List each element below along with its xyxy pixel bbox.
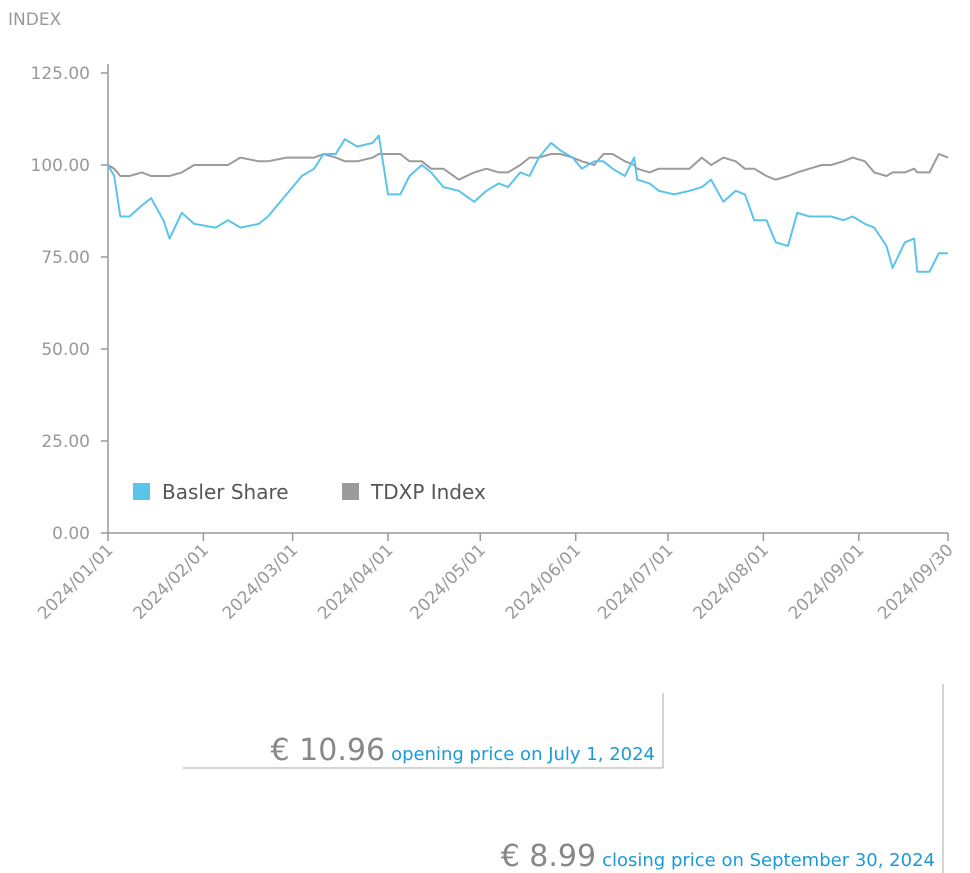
- y-tick-label: 50.00: [41, 340, 90, 360]
- legend-swatch: [133, 483, 150, 500]
- y-tick-label: 100.00: [31, 156, 90, 176]
- y-tick-label: 125.00: [31, 64, 90, 84]
- annotation: € 10.96 opening price on July 1, 2024: [271, 733, 655, 768]
- legend-label: Basler Share: [162, 480, 289, 504]
- x-tick-label: 2024/01/01: [34, 540, 117, 623]
- annotation-text: closing price on September 30, 2024: [602, 850, 935, 871]
- x-tick-label: 2024/09/01: [785, 540, 868, 623]
- x-tick-label: 2024/02/01: [129, 540, 212, 623]
- annotation: € 8.99 closing price on September 30, 202…: [501, 839, 935, 873]
- y-tick-label: 25.00: [41, 432, 90, 452]
- legend-label: TDXP Index: [370, 480, 486, 504]
- x-tick-label: 2024/08/01: [689, 540, 772, 623]
- x-tick-label: 2024/06/01: [502, 540, 585, 623]
- series-line: [107, 153, 949, 181]
- price: € 10.96: [271, 733, 386, 768]
- y-tick-label: 75.00: [41, 248, 90, 268]
- x-tick-label: 2024/07/01: [594, 540, 677, 623]
- legend-swatch: [342, 483, 359, 500]
- x-tick-label: 2024/03/01: [219, 540, 302, 623]
- series-line: [107, 134, 948, 273]
- x-tick-label: 2024/04/01: [314, 540, 397, 623]
- y-axis-label: INDEX: [8, 10, 62, 30]
- annotation-text: opening price on July 1, 2024: [391, 744, 655, 765]
- y-tick-label: 0.00: [52, 524, 90, 544]
- x-tick-label: 2024/05/01: [406, 540, 489, 623]
- x-tick-label: 2024/09/30: [874, 540, 957, 623]
- price: € 8.99: [501, 839, 596, 873]
